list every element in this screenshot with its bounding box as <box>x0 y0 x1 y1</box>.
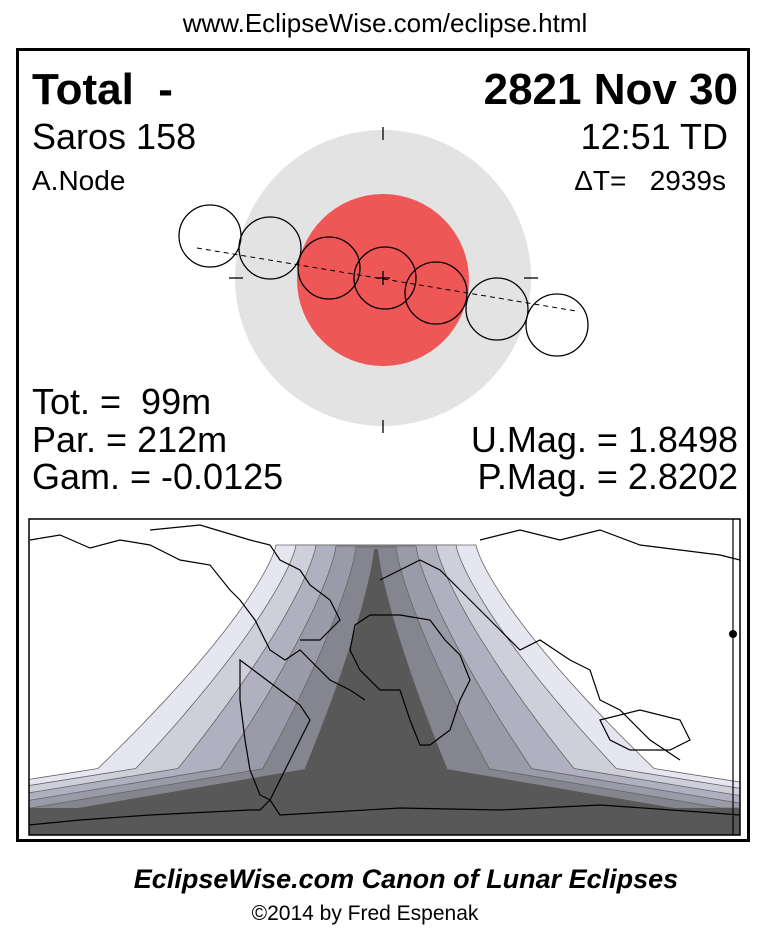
visibility-map <box>28 518 741 836</box>
footer-title: EclipseWise.com Canon of Lunar Eclipses <box>133 864 679 894</box>
moon-zenith-marker <box>729 630 737 638</box>
lunar-path-diagram <box>178 127 589 433</box>
umbral-magnitude: U.Mag. = 1.8498 <box>470 419 738 460</box>
eclipse-frame <box>16 48 750 842</box>
eclipse-type: Total - <box>32 65 173 114</box>
penumbral-magnitude: P.Mag. = 2.8202 <box>477 456 738 497</box>
map-border <box>28 518 741 836</box>
moon-position <box>525 293 589 357</box>
delta-t: ΔT= 2939s <box>574 165 726 196</box>
moon-position <box>178 204 242 268</box>
partial-duration: Par. = 212m <box>32 419 228 460</box>
eclipse-date: 2821 Nov 30 <box>483 65 738 114</box>
antarctic-shadow <box>29 812 740 835</box>
moon-position <box>238 216 302 280</box>
moon-path-line <box>196 247 577 312</box>
footer-copyright: ©2014 by Fred Espenak <box>251 902 479 925</box>
totality-duration: Tot. = 99m <box>32 381 212 422</box>
gamma-value: Gam. = -0.0125 <box>32 456 284 497</box>
header-url: www.EclipseWise.com/eclipse.html <box>182 8 588 38</box>
eclipse-time: 12:51 TD <box>580 116 728 157</box>
axis-ticks <box>229 127 538 433</box>
moon-position <box>297 236 361 300</box>
moon-position <box>353 246 417 310</box>
node-label: A.Node <box>32 165 126 196</box>
moon-position <box>465 277 529 341</box>
coastlines <box>29 524 740 826</box>
moon-position <box>404 261 468 325</box>
saros-label: Saros 158 <box>32 116 197 157</box>
visibility-band <box>29 549 740 835</box>
